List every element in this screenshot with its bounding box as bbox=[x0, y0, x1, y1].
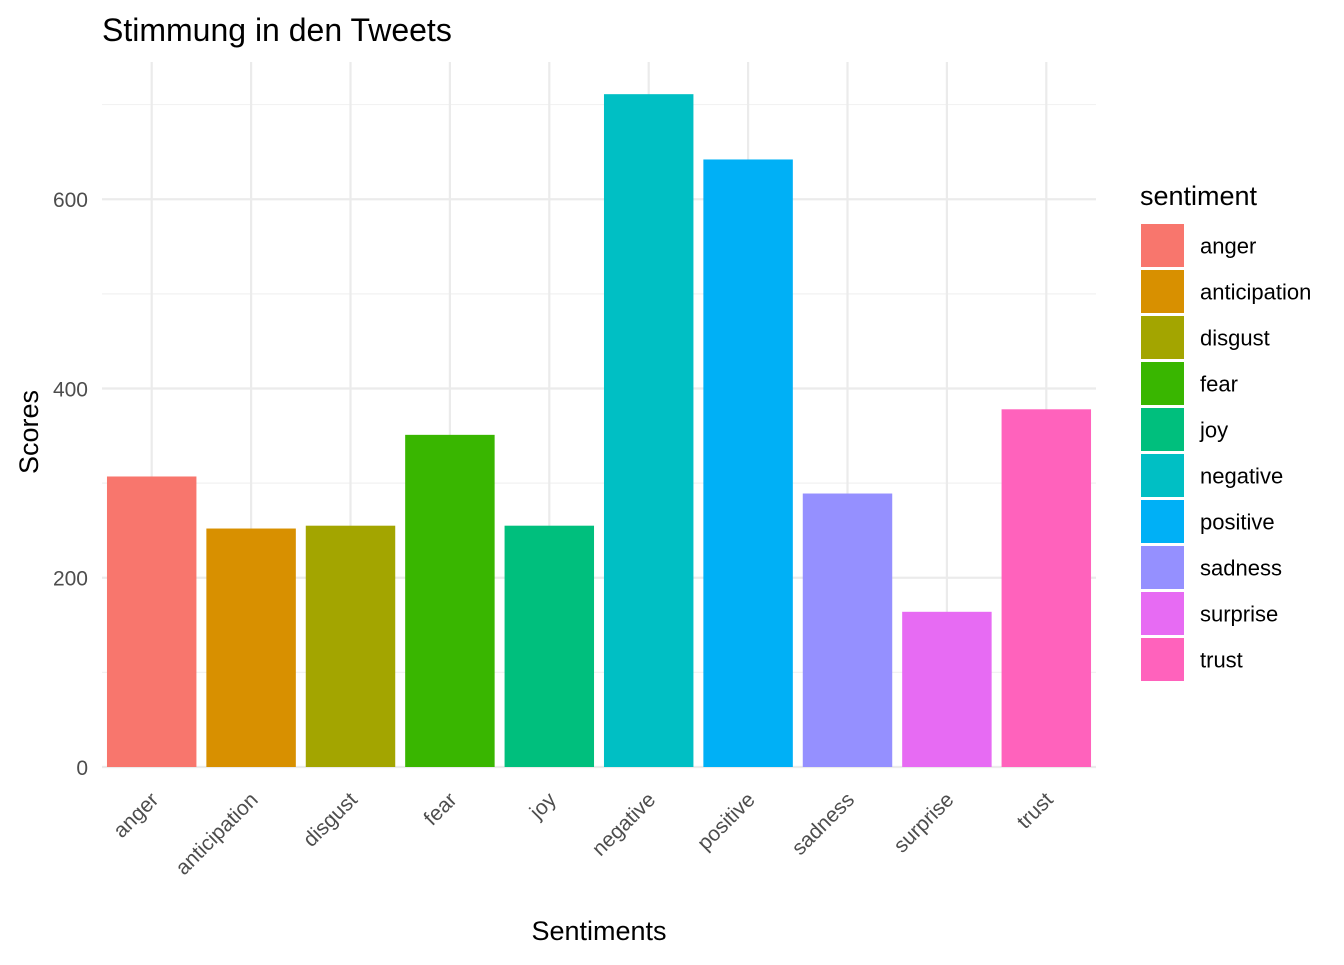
bar-fear bbox=[405, 434, 495, 767]
x-tick-label: surprise bbox=[889, 788, 958, 857]
legend-label: positive bbox=[1200, 510, 1275, 535]
bar-surprise bbox=[902, 611, 992, 767]
x-axis-title: Sentiments bbox=[531, 916, 666, 946]
x-tick-label: positive bbox=[693, 788, 760, 855]
bar-disgust bbox=[305, 525, 396, 767]
y-tick-label: 0 bbox=[76, 757, 88, 780]
legend-items: anger anticipation disgust fear joy negative p… bbox=[1141, 224, 1311, 681]
y-tick-labels: 0 200 400 600 bbox=[53, 189, 88, 780]
legend-label: trust bbox=[1200, 648, 1243, 673]
legend-key-surprise bbox=[1141, 592, 1184, 635]
x-tick-label: joy bbox=[525, 788, 561, 824]
x-tick-label: fear bbox=[420, 788, 462, 830]
legend-label: joy bbox=[1199, 418, 1228, 443]
legend-key-trust bbox=[1141, 638, 1184, 681]
x-tick-labels: anger anticipation disgust fear joy negative p… bbox=[109, 788, 1058, 880]
y-axis-title: Scores bbox=[14, 390, 44, 474]
x-tick-label: negative bbox=[588, 788, 660, 860]
x-tick-label: anticipation bbox=[171, 788, 262, 879]
legend-key-sadness bbox=[1141, 546, 1184, 589]
legend-label: surprise bbox=[1200, 602, 1278, 627]
legend-label: disgust bbox=[1200, 326, 1270, 351]
bar-trust bbox=[1001, 409, 1092, 767]
bar-joy bbox=[504, 525, 595, 767]
legend-key-positive bbox=[1141, 500, 1184, 543]
legend-title: sentiment bbox=[1140, 181, 1258, 211]
x-tick-label: trust bbox=[1013, 788, 1058, 833]
y-tick-label: 200 bbox=[53, 568, 88, 591]
legend: sentiment anger anticipation disgust fear jo… bbox=[1140, 181, 1311, 681]
legend-label: fear bbox=[1200, 372, 1238, 397]
bar-anticipation bbox=[206, 528, 296, 767]
legend-key-negative bbox=[1141, 454, 1184, 497]
bar-positive bbox=[703, 159, 793, 768]
legend-key-fear bbox=[1141, 362, 1184, 405]
legend-key-anticipation bbox=[1141, 270, 1184, 313]
legend-key-anger bbox=[1141, 224, 1184, 267]
legend-label: negative bbox=[1200, 464, 1283, 489]
bars bbox=[106, 94, 1092, 768]
legend-key-joy bbox=[1141, 408, 1184, 451]
bar-negative bbox=[603, 94, 694, 767]
legend-label: sadness bbox=[1200, 556, 1282, 581]
y-tick-label: 400 bbox=[53, 378, 88, 401]
legend-label: anticipation bbox=[1200, 280, 1311, 305]
bar-anger bbox=[106, 476, 197, 767]
legend-label: anger bbox=[1200, 234, 1256, 259]
y-tick-label: 600 bbox=[53, 189, 88, 212]
x-tick-label: anger bbox=[109, 788, 163, 842]
chart-title: Stimmung in den Tweets bbox=[102, 12, 452, 48]
x-tick-label: sadness bbox=[787, 788, 859, 860]
legend-key-disgust bbox=[1141, 316, 1184, 359]
bar-sadness bbox=[802, 493, 893, 767]
x-tick-label: disgust bbox=[299, 788, 362, 851]
